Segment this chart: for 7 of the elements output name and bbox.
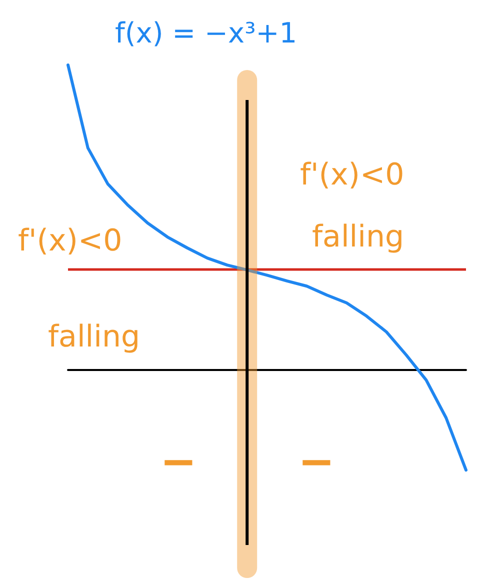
annotation: f'(x)<0 — [300, 158, 404, 192]
chart-title: f(x) = −x³+1 — [115, 16, 298, 50]
annotation: − — [160, 436, 197, 488]
annotation: − — [298, 436, 335, 488]
annotation: falling — [312, 220, 404, 254]
annotation: f'(x)<0 — [18, 224, 122, 258]
annotation: falling — [48, 320, 140, 354]
